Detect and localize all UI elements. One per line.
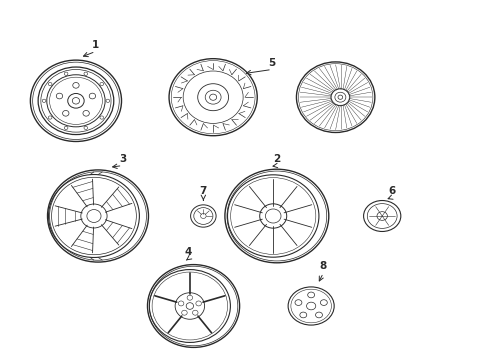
Text: 8: 8 [320,261,327,271]
Text: 5: 5 [269,58,275,68]
Text: 7: 7 [199,186,207,196]
Text: 1: 1 [92,40,99,50]
Text: 6: 6 [389,186,395,196]
Text: 4: 4 [185,247,193,257]
Text: 2: 2 [273,154,280,164]
Text: 3: 3 [119,154,126,164]
